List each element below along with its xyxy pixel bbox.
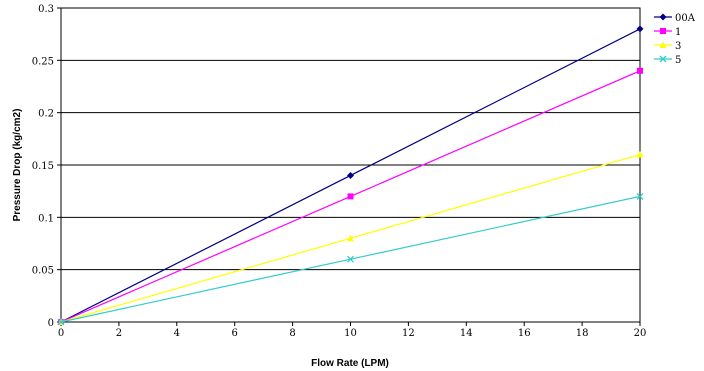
data-point (347, 193, 354, 200)
data-point (636, 151, 644, 158)
x-tick-label: 12 (402, 328, 415, 339)
legend-marker (659, 13, 667, 21)
x-tick-label: 10 (344, 328, 357, 339)
data-point (347, 255, 354, 263)
y-tick-label: 0.1 (38, 213, 54, 224)
x-tick-label: 0 (58, 328, 64, 339)
data-point (347, 171, 354, 179)
y-tick-label: 0.05 (32, 266, 54, 277)
x-tick-label: 2 (116, 328, 122, 339)
data-point (636, 25, 644, 33)
legend-item: 5 (654, 55, 681, 66)
y-tick-label: 0.25 (32, 56, 54, 67)
x-tick-label: 16 (518, 328, 531, 339)
legend-label: 00A (675, 13, 696, 24)
x-tick-label: 4 (174, 328, 180, 339)
legend-label: 1 (675, 27, 681, 38)
ticks: 0 0.05 0.1 0.15 0.2 0.25 0.3 0 2 4 6 8 10 12 14 16 18 20 (32, 4, 647, 339)
x-tick-label: 14 (460, 328, 473, 339)
data-point (637, 67, 643, 74)
series-group (57, 25, 644, 326)
x-tick-label: 18 (576, 328, 589, 339)
data-point (57, 318, 65, 326)
data-point (347, 234, 354, 242)
y-tick-label: 0.3 (38, 4, 54, 15)
legend-item: 00A (654, 13, 696, 24)
y-tick-label: 0.15 (32, 161, 54, 172)
legend-marker (660, 28, 666, 34)
legend-item: 1 (654, 27, 681, 38)
legend-item: 3 (654, 41, 681, 52)
legend: 00A 1 3 5 (654, 13, 696, 66)
x-tick-label: 8 (289, 328, 295, 339)
x-axis-title: Flow Rate (LPM) (311, 358, 389, 369)
x-tick-label: 20 (634, 328, 647, 339)
series-3 (57, 192, 644, 326)
y-tick-label: 0.2 (38, 109, 54, 120)
y-axis-title: Pressure Drop (kg/cm2) (12, 109, 23, 222)
y-tick-label: 0 (48, 318, 54, 329)
legend-label: 5 (675, 55, 681, 66)
legend-label: 3 (675, 41, 681, 52)
legend-marker (659, 55, 667, 63)
legend-marker (659, 41, 667, 48)
data-point (636, 192, 644, 200)
x-tick-label: 6 (232, 328, 238, 339)
